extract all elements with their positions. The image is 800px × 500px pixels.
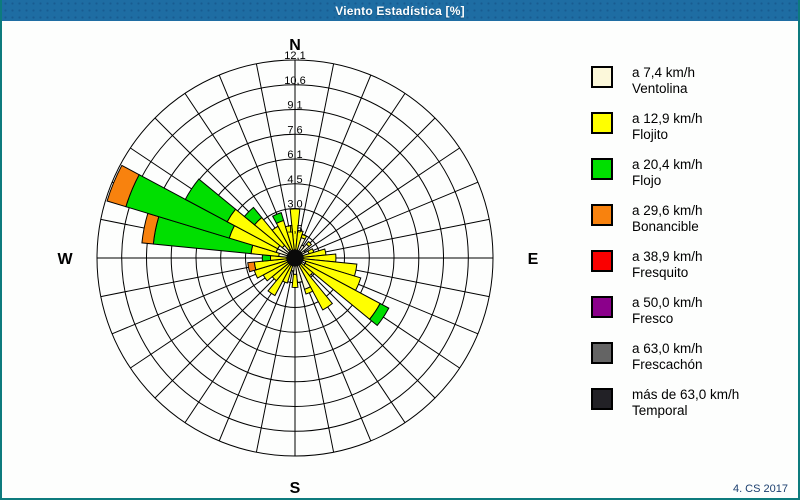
legend-label: a 12,9 km/h Flojito [632, 111, 703, 143]
ring-label-10,6: 10,6 [284, 75, 305, 87]
wind-rose-chart: 1,5 3,0 4,5 6,1 7,6 9,1 10,6 12,1N S W E [57, 37, 538, 497]
legend-swatch [591, 112, 613, 134]
footer-credit: 4. CS 2017 [732, 483, 788, 495]
legend-speed: a 63,0 km/h [632, 341, 703, 356]
rose-segment-SSE-Flojito [303, 286, 314, 295]
ring-label-7,6: 7,6 [287, 124, 302, 136]
wind-rose-bars [106, 164, 390, 327]
ring-label-6,1: 6,1 [287, 149, 302, 161]
rose-segment-S-Flojito [291, 273, 299, 288]
ring-label-4,5: 4,5 [287, 174, 302, 186]
ring-label-9,1: 9,1 [287, 100, 302, 112]
compass-label-east: E [528, 251, 539, 268]
rose-segment-SEbE-Flojo [368, 302, 390, 327]
ring-label-3,0: 3,0 [287, 199, 302, 211]
legend-swatch [591, 158, 613, 180]
compass-labels: N S W E [57, 37, 538, 497]
legend-speed: a 20,4 km/h [632, 157, 703, 172]
compass-label-west: W [57, 251, 73, 268]
rose-segment-WbS-Bonancible [247, 261, 257, 273]
legend-name: Flojito [632, 127, 669, 142]
rose-segment-NW-Flojo [243, 206, 263, 226]
legend-item-1: a 7,4 km/h Ventolina [591, 65, 791, 96]
ring-label-12,1: 12,1 [284, 50, 305, 62]
legend-swatch [591, 388, 613, 410]
compass-label-south: S [290, 480, 301, 497]
rose-segment-NNE-Flojito [300, 233, 308, 240]
legend-name: Ventolina [632, 81, 688, 96]
legend-item-3: a 20,4 km/h Flojo [591, 157, 791, 188]
legend-speed: a 12,9 km/h [632, 111, 703, 126]
legend-swatch [591, 204, 613, 226]
legend-name: Frescachón [632, 357, 703, 372]
rose-segment-WNW-Bonancible [106, 164, 140, 208]
ring-label-1,5: 1,5 [287, 223, 302, 235]
window-title: Viento Estadística [%] [335, 3, 465, 18]
legend-item-5: a 38,9 km/h Fresquito [591, 249, 791, 280]
legend-label: más de 63,0 km/h Temporal [632, 387, 739, 419]
chart-legend: a 7,4 km/h Ventolina a 12,9 km/h Flojito a 2… [591, 65, 791, 434]
legend-item-7: a 63,0 km/h Frescachón [591, 341, 791, 372]
legend-name: Fresco [632, 311, 674, 326]
legend-label: a 20,4 km/h Flojo [632, 157, 703, 189]
legend-speed: a 7,4 km/h [632, 65, 696, 80]
compass-label-north: N [289, 37, 301, 54]
legend-label: a 38,9 km/h Fresquito [632, 249, 703, 281]
legend-item-2: a 12,9 km/h Flojito [591, 111, 791, 142]
chart-area: 1,5 3,0 4,5 6,1 7,6 9,1 10,6 12,1 N S W E a 7,4 km/… [2, 21, 798, 498]
legend-item-4: a 29,6 km/h Bonancible [591, 203, 791, 234]
legend-item-8: más de 63,0 km/h Temporal [591, 387, 791, 418]
legend-swatch [591, 296, 613, 318]
legend-speed: más de 63,0 km/h [632, 387, 740, 402]
legend-name: Fresquito [632, 265, 689, 280]
rose-segment-NE-Flojito [305, 240, 313, 248]
rose-center-hub [286, 249, 304, 267]
legend-name: Temporal [632, 403, 688, 418]
legend-speed: a 29,6 km/h [632, 203, 703, 218]
legend-speed: a 50,0 km/h [632, 295, 703, 310]
legend-swatch [591, 342, 613, 364]
legend-name: Bonancible [632, 219, 699, 234]
radial-axis-labels: 1,5 3,0 4,5 6,1 7,6 9,1 10,6 12,1 [284, 50, 305, 235]
window-titlebar[interactable]: Viento Estadística [%] [2, 0, 798, 21]
rose-segment-NNW-Flojo [271, 211, 285, 225]
legend-name: Flojo [632, 173, 662, 188]
legend-speed: a 38,9 km/h [632, 249, 703, 264]
legend-label: a 63,0 km/h Frescachón [632, 341, 703, 373]
rose-segment-NWbW-Flojo [184, 178, 237, 223]
legend-label: a 7,4 km/h Ventolina [632, 65, 695, 97]
legend-swatch [591, 250, 613, 272]
legend-label: a 50,0 km/h Fresco [632, 295, 703, 327]
legend-label: a 29,6 km/h Bonancible [632, 203, 703, 235]
legend-item-6: a 50,0 km/h Fresco [591, 295, 791, 326]
legend-swatch [591, 66, 613, 88]
